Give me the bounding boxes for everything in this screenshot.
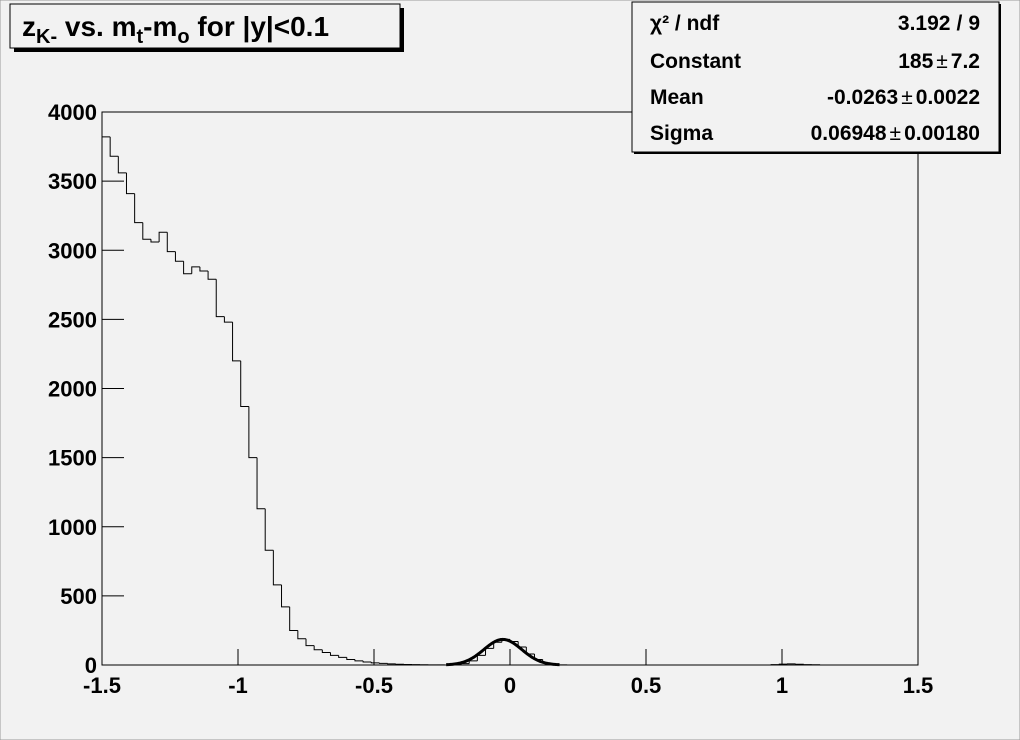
param-error: 0.00180 bbox=[904, 122, 980, 145]
title-part: t bbox=[137, 26, 144, 48]
y-tick-label: 1000 bbox=[48, 515, 97, 540]
bin bbox=[117, 156, 127, 174]
bin bbox=[207, 270, 217, 280]
bin bbox=[354, 659, 364, 662]
stats-value: 185 ±7.2 bbox=[898, 50, 980, 73]
stats-label: χ² / ndf bbox=[650, 12, 720, 35]
bin bbox=[166, 232, 176, 253]
chart-title: zK- vs. mt-mo for |y|<0.1 bbox=[22, 11, 329, 48]
fit-curve bbox=[446, 637, 560, 667]
param-value: 185 bbox=[898, 50, 933, 73]
y-tick-label: 1500 bbox=[48, 446, 97, 471]
stats-value: -0.0263 ±0.0022 bbox=[827, 86, 980, 109]
y-tick-label: 500 bbox=[60, 584, 97, 609]
title-box bbox=[9, 3, 401, 49]
y-tick-label: 3500 bbox=[48, 169, 97, 194]
x-tick-label: -1 bbox=[228, 673, 248, 698]
x-tick-label: -0.5 bbox=[355, 673, 393, 698]
bin bbox=[558, 664, 568, 666]
bin bbox=[264, 508, 274, 551]
stats-value: 0.06948 ±0.00180 bbox=[811, 122, 980, 145]
param-value: 0.06948 bbox=[811, 122, 887, 145]
ndf: 9 bbox=[968, 12, 980, 35]
bin bbox=[199, 266, 209, 272]
bin bbox=[158, 231, 168, 242]
bin bbox=[232, 322, 241, 362]
bin bbox=[109, 136, 119, 157]
bin bbox=[101, 136, 111, 665]
bin bbox=[248, 406, 258, 459]
title-part: for |y|<0.1 bbox=[190, 11, 329, 42]
bin bbox=[142, 222, 151, 240]
stats-label: Constant bbox=[650, 50, 741, 73]
y-tick-label: 4000 bbox=[48, 100, 97, 125]
param-error: 0.0022 bbox=[916, 86, 980, 109]
bin bbox=[125, 172, 135, 195]
bin bbox=[215, 279, 225, 318]
bin bbox=[387, 663, 396, 665]
bin bbox=[321, 649, 331, 654]
y-tick-label: 2500 bbox=[48, 307, 97, 332]
bin bbox=[289, 606, 298, 631]
title-part: z bbox=[22, 11, 36, 42]
bin bbox=[272, 550, 282, 586]
param-value: -0.0263 bbox=[827, 86, 898, 109]
bin bbox=[240, 360, 249, 407]
y-tick-label: 0 bbox=[85, 653, 97, 678]
bin bbox=[150, 239, 160, 243]
title-part: K- bbox=[36, 26, 57, 48]
pm-sign: ± bbox=[901, 86, 913, 109]
stats-label: Mean bbox=[650, 86, 704, 109]
title-part: o bbox=[177, 26, 189, 48]
pm-sign: ± bbox=[890, 122, 902, 145]
bin bbox=[305, 638, 315, 647]
bin bbox=[346, 657, 355, 660]
chi2: 3.192 bbox=[898, 12, 951, 35]
bin bbox=[134, 193, 143, 224]
x-tick-label: 0.5 bbox=[631, 673, 662, 698]
y-tick-label: 2000 bbox=[48, 377, 97, 402]
bin bbox=[256, 457, 266, 510]
bin bbox=[183, 261, 192, 275]
frame bbox=[101, 111, 919, 666]
bin bbox=[297, 630, 306, 640]
title-part: -m bbox=[143, 11, 177, 42]
bin bbox=[174, 251, 184, 262]
param-error: 7.2 bbox=[951, 50, 980, 73]
bin bbox=[313, 645, 323, 651]
bin bbox=[329, 652, 339, 656]
bin bbox=[370, 661, 380, 664]
y-tick-label: 3000 bbox=[48, 238, 97, 263]
x-tick-label: 1.5 bbox=[903, 673, 934, 698]
bin bbox=[191, 266, 200, 274]
stats-label: Sigma bbox=[650, 122, 713, 145]
bin bbox=[281, 584, 290, 608]
x-tick-label: 1 bbox=[776, 673, 788, 698]
x-tick-label: 0 bbox=[504, 673, 516, 698]
stats-box bbox=[631, 1, 1000, 153]
x-tick-label: -1.5 bbox=[83, 673, 121, 698]
plot: 0 500 1000 1500 2000 2500 3000 3500 4000 -1.5 -1 -0… bbox=[48, 100, 933, 698]
bin bbox=[362, 660, 372, 663]
ratio-sign: / bbox=[956, 12, 962, 35]
stats-value: 3.192/ 9 bbox=[898, 12, 980, 35]
bin bbox=[223, 316, 233, 323]
title-part: vs. m bbox=[57, 11, 136, 42]
pm-sign: ± bbox=[936, 50, 948, 73]
bin bbox=[338, 655, 347, 658]
